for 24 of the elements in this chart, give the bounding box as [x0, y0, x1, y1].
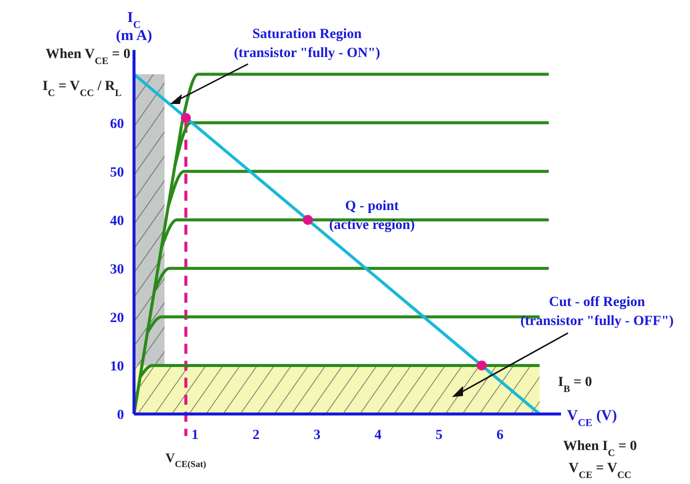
- text: V$_{CE}$ = V$_{CC}$: [568, 461, 632, 480]
- ref-line-label: V$_{CE(Sat)}$: [165, 450, 206, 469]
- x-axis-title: V$_{CE}$ (V): [567, 408, 618, 428]
- y-tick-label: 0: [117, 408, 124, 423]
- annotation: Saturation Region (transistor "fully - ON"): [234, 27, 380, 61]
- annotation: Cut - off Region (transistor "fully - OFF"): [520, 295, 674, 329]
- x-tick-label: 3: [314, 428, 320, 443]
- x-tick-label: 1: [192, 428, 198, 443]
- text: When I$_{C}$ = 0: [563, 439, 637, 458]
- x-tick-label: 4: [374, 428, 382, 443]
- x-tick-label: 2: [252, 428, 260, 443]
- y-tick-label: 30: [110, 262, 124, 278]
- text: I$_{C}$ = V$_{CC}$ / R$_{L}$: [42, 79, 122, 98]
- y-tick-label: 20: [110, 310, 124, 326]
- y-tick-label: 40: [110, 214, 124, 229]
- y-tick-label: 50: [110, 165, 124, 180]
- annotation: Q - point (active region): [329, 199, 416, 233]
- y-tick-label: 10: [110, 359, 124, 374]
- y-tick-label: 60: [110, 116, 124, 132]
- x-tick-label: 6: [496, 428, 504, 443]
- y-axis-title: I$_{C}$ (m A): [116, 10, 152, 44]
- annotation: I$_{B}$ = 0: [558, 375, 592, 394]
- text: When V$_{CE}$ = 0: [46, 47, 130, 66]
- x-tick-label: 5: [436, 428, 442, 443]
